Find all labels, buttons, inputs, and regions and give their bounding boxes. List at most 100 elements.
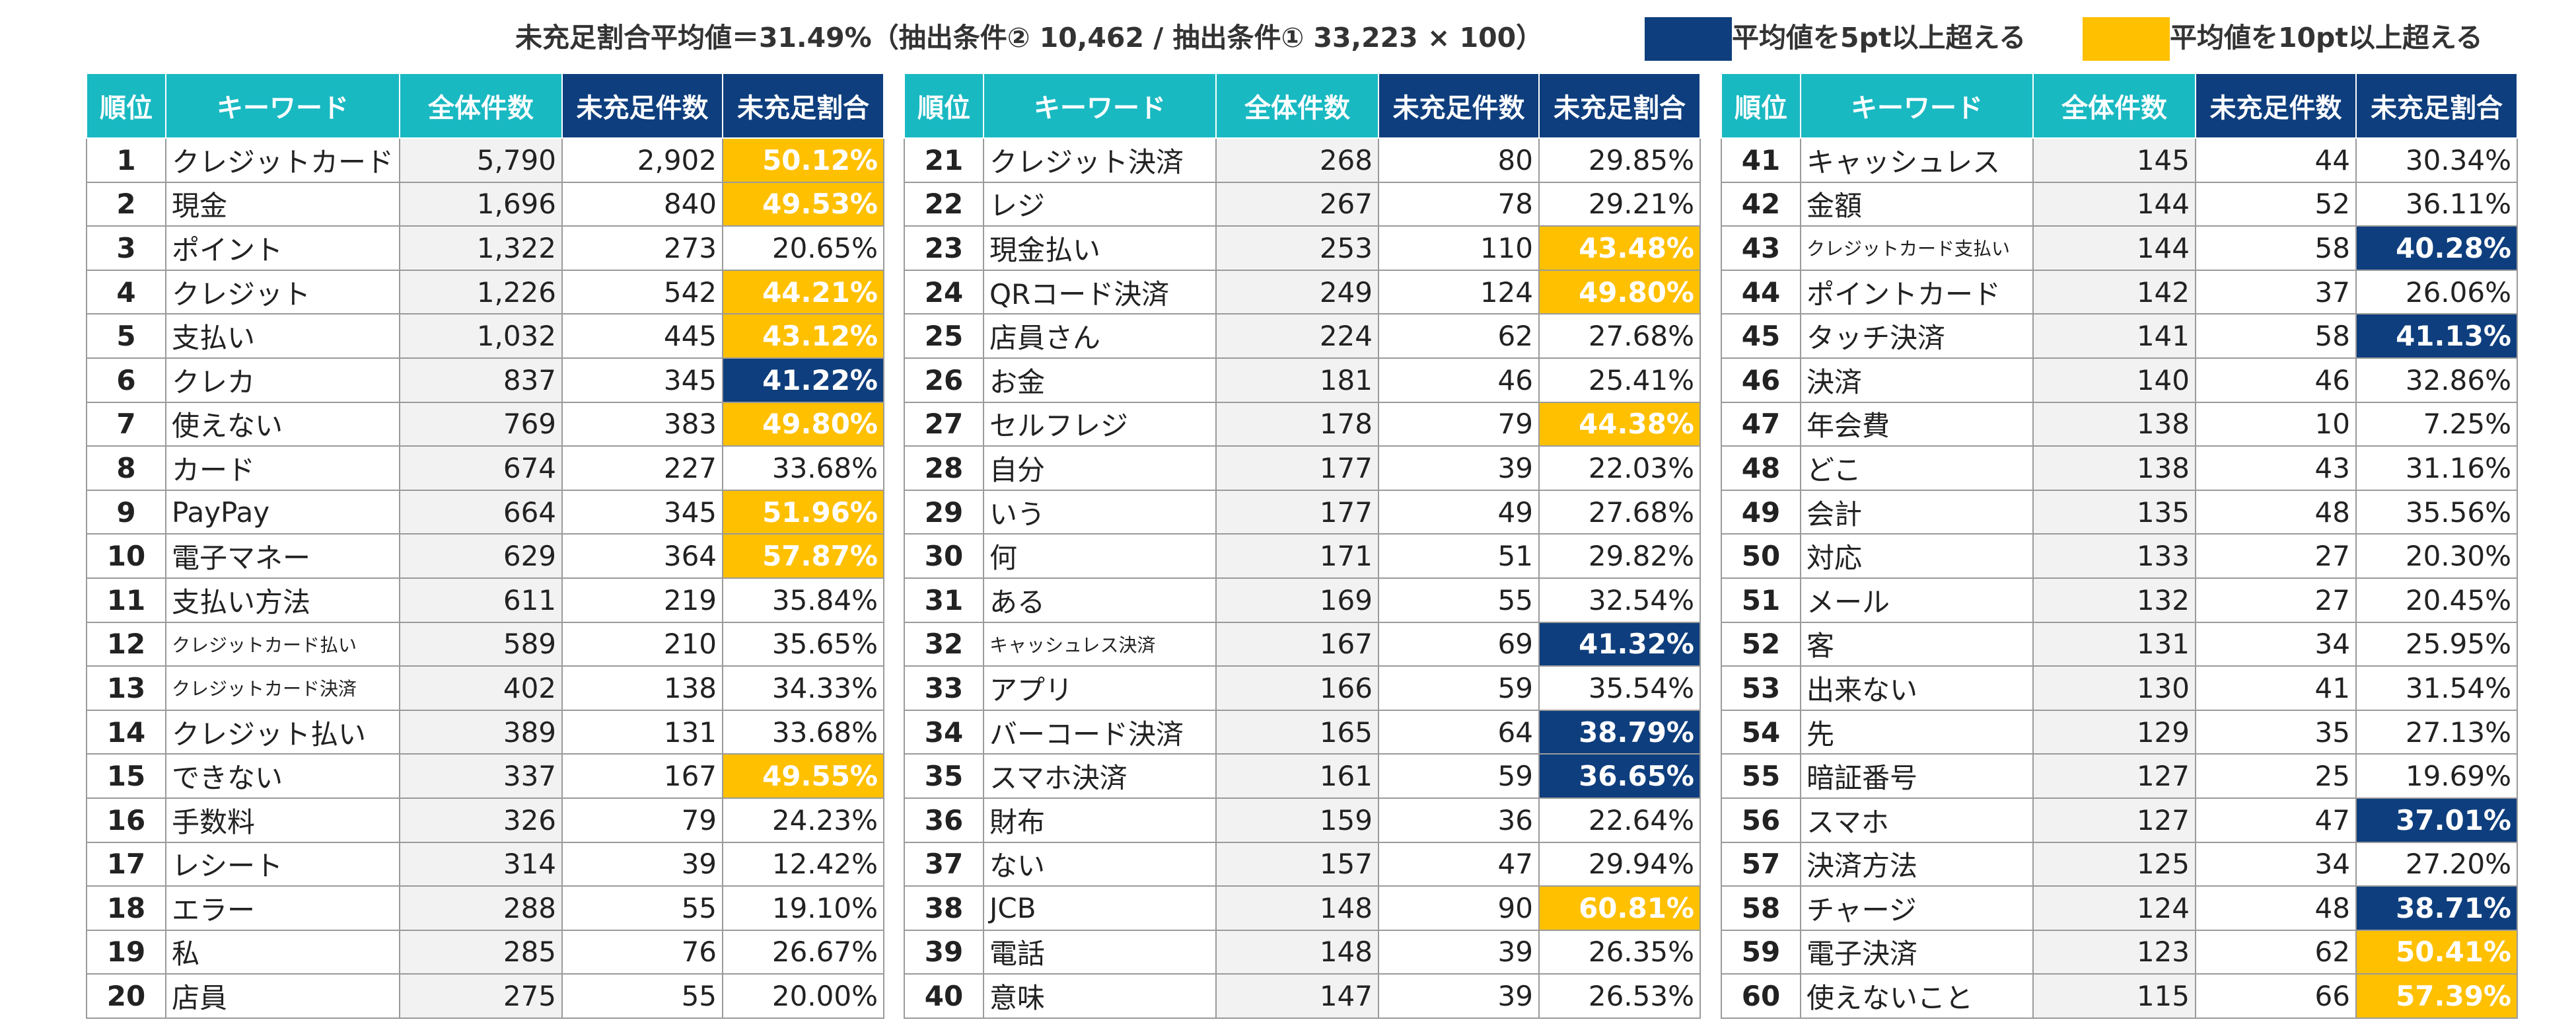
table-row: 59 電子決済 123 62 50.41%	[1721, 929, 2518, 975]
ratio-cell: 31.16%	[2355, 445, 2518, 491]
keyword-cell: ない	[983, 841, 1217, 887]
ratio-cell: 57.39%	[2355, 973, 2518, 1019]
table-row: 12 クレジットカード払い 589 210 35.65%	[86, 621, 885, 667]
table-row: 33 アプリ 166 59 35.54%	[904, 665, 1701, 711]
unfulfilled-count-cell: 2,902	[561, 137, 724, 183]
table-row: 54 先 129 35 27.13%	[1721, 709, 2518, 755]
total-count-cell: 5,790	[399, 137, 563, 183]
ratio-cell: 41.32%	[1538, 621, 1701, 667]
header-keyword: キーワード	[1800, 73, 2034, 139]
ratio-cell: 12.42%	[722, 841, 885, 887]
rank-cell: 59	[1721, 929, 1801, 975]
ratio-cell: 49.55%	[722, 753, 885, 799]
ratio-cell: 34.33%	[722, 665, 885, 711]
table-row: 49 会計 135 48 35.56%	[1721, 489, 2518, 535]
total-count-cell: 140	[2032, 357, 2196, 403]
total-count-cell: 125	[2032, 841, 2196, 887]
keyword-cell: 現金払い	[983, 225, 1217, 271]
keyword-cell: 電子決済	[1800, 929, 2034, 975]
keyword-cell: QRコード決済	[983, 269, 1217, 315]
rank-cell: 39	[904, 929, 984, 975]
unfulfilled-count-cell: 59	[1378, 665, 1540, 711]
total-count-cell: 177	[1215, 445, 1379, 491]
total-count-cell: 177	[1215, 489, 1379, 535]
total-count-cell: 148	[1215, 929, 1379, 975]
table-row: 34 バーコード決済 165 64 38.79%	[904, 709, 1701, 755]
unfulfilled-count-cell: 58	[2195, 313, 2357, 359]
keyword-cell: 店員	[164, 973, 401, 1019]
total-count-cell: 664	[399, 489, 563, 535]
rank-cell: 8	[86, 445, 166, 491]
ratio-cell: 50.41%	[2355, 929, 2518, 975]
keyword-cell: クレジットカード決済	[164, 665, 401, 711]
total-count-cell: 837	[399, 357, 563, 403]
unfulfilled-count-cell: 110	[1378, 225, 1540, 271]
total-count-cell: 285	[399, 929, 563, 975]
total-count-cell: 135	[2032, 489, 2196, 535]
total-count-cell: 674	[399, 445, 563, 491]
keyword-cell: エラー	[164, 885, 401, 931]
keyword-cell: 意味	[983, 973, 1217, 1019]
table-row: 60 使えないこと 115 66 57.39%	[1721, 973, 2518, 1019]
total-count-cell: 165	[1215, 709, 1379, 755]
rank-cell: 7	[86, 401, 166, 447]
ratio-cell: 50.12%	[722, 137, 885, 183]
keyword-table-1: 順位 キーワード 全体件数 未充足件数 未充足割合 1 クレジットカード 5,790…	[86, 73, 885, 1019]
table-row: 31 ある 169 55 32.54%	[904, 577, 1701, 623]
ratio-cell: 19.69%	[2355, 753, 2518, 799]
table-row: 37 ない 157 47 29.94%	[904, 841, 1701, 887]
unfulfilled-count-cell: 131	[561, 709, 724, 755]
keyword-cell: キャッシュレス	[1800, 137, 2034, 183]
keyword-cell: 手数料	[164, 797, 401, 843]
rank-cell: 21	[904, 137, 984, 183]
table-row: 17 レシート 314 39 12.42%	[86, 841, 885, 887]
rank-cell: 28	[904, 445, 984, 491]
total-count-cell: 148	[1215, 885, 1379, 931]
total-count-cell: 171	[1215, 533, 1379, 579]
ratio-cell: 22.03%	[1538, 445, 1701, 491]
keyword-cell: 私	[164, 929, 401, 975]
ratio-cell: 20.00%	[722, 973, 885, 1019]
ratio-cell: 29.82%	[1538, 533, 1701, 579]
total-count-cell: 268	[1215, 137, 1379, 183]
table-row: 32 キャッシュレス決済 167 69 41.32%	[904, 621, 1701, 667]
rank-cell: 55	[1721, 753, 1801, 799]
unfulfilled-count-cell: 59	[1378, 753, 1540, 799]
total-count-cell: 629	[399, 533, 563, 579]
unfulfilled-count-cell: 167	[561, 753, 724, 799]
unfulfilled-count-cell: 138	[561, 665, 724, 711]
ratio-cell: 24.23%	[722, 797, 885, 843]
table-row: 23 現金払い 253 110 43.48%	[904, 225, 1701, 271]
rank-cell: 14	[86, 709, 166, 755]
unfulfilled-count-cell: 542	[561, 269, 724, 315]
table-row: 41 キャッシュレス 145 44 30.34%	[1721, 137, 2518, 183]
total-count-cell: 147	[1215, 973, 1379, 1019]
keyword-cell: セルフレジ	[983, 401, 1217, 447]
rank-cell: 22	[904, 181, 984, 227]
rank-cell: 51	[1721, 577, 1801, 623]
ratio-cell: 41.22%	[722, 357, 885, 403]
table-row: 38 JCB 148 90 60.81%	[904, 885, 1701, 931]
rank-cell: 54	[1721, 709, 1801, 755]
table-row: 3 ポイント 1,322 273 20.65%	[86, 225, 885, 271]
table-row: 40 意味 147 39 26.53%	[904, 973, 1701, 1019]
keyword-cell: クレジットカード支払い	[1800, 225, 2034, 271]
total-count-cell: 133	[2032, 533, 2196, 579]
rank-cell: 27	[904, 401, 984, 447]
legend-navy-label: 平均値を5pt以上超える	[1732, 22, 2026, 54]
ratio-cell: 33.68%	[722, 445, 885, 491]
table-row: 35 スマホ決済 161 59 36.65%	[904, 753, 1701, 799]
ratio-cell: 32.86%	[2355, 357, 2518, 403]
rank-cell: 56	[1721, 797, 1801, 843]
unfulfilled-count-cell: 345	[561, 357, 724, 403]
unfulfilled-count-cell: 39	[1378, 929, 1540, 975]
unfulfilled-count-cell: 39	[1378, 445, 1540, 491]
ratio-cell: 26.35%	[1538, 929, 1701, 975]
total-count-cell: 124	[2032, 885, 2196, 931]
table-row: 44 ポイントカード 142 37 26.06%	[1721, 269, 2518, 315]
rank-cell: 34	[904, 709, 984, 755]
keyword-cell: ある	[983, 577, 1217, 623]
table-row: 8 カード 674 227 33.68%	[86, 445, 885, 491]
rank-cell: 3	[86, 225, 166, 271]
table-row: 21 クレジット決済 268 80 29.85%	[904, 137, 1701, 183]
